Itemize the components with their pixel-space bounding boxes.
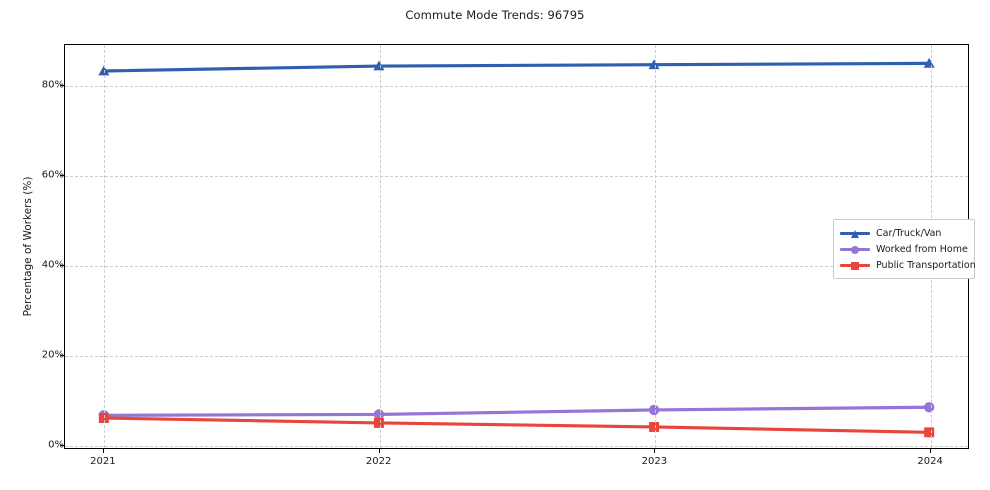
legend-marker-circle-icon <box>851 245 859 254</box>
y-tick-mark <box>60 264 64 266</box>
x-tick-label: 2024 <box>917 456 943 467</box>
y-tick-label: 60% <box>41 169 64 180</box>
x-tick-mark <box>654 449 656 453</box>
legend-label: Public Transportation <box>876 259 976 271</box>
y-tick-label: 40% <box>41 259 64 270</box>
series-lines <box>98 57 935 438</box>
y-tick-mark <box>60 444 64 446</box>
data-point-marker <box>98 65 110 76</box>
gridline-vertical <box>379 45 381 448</box>
data-point-marker <box>923 402 935 413</box>
y-tick-label: 0% <box>48 439 64 450</box>
gridline-vertical <box>655 45 657 448</box>
gridline-horizontal <box>65 445 968 447</box>
legend-item[interactable]: Public Transportation <box>840 257 976 273</box>
series-line <box>102 416 931 434</box>
x-tick-mark <box>102 449 104 453</box>
chart-title: Commute Mode Trends: 96795 <box>405 8 585 22</box>
legend-item[interactable]: Worked from Home <box>840 241 968 257</box>
data-point-marker <box>373 417 384 428</box>
data-point-marker <box>924 427 935 438</box>
gridline-vertical <box>103 45 105 448</box>
x-tick-label: 2021 <box>90 456 116 467</box>
legend-marker-triangle-icon <box>851 229 859 238</box>
chart-legend: Car/Truck/Van Worked from Home Public Tran… <box>833 219 976 279</box>
gridline-horizontal <box>65 85 968 87</box>
y-axis-ticks: 0% 20% 40% 60% 80% <box>0 0 64 490</box>
gridline-horizontal <box>65 265 968 267</box>
legend-swatch <box>840 226 870 240</box>
legend-label: Car/Truck/Van <box>876 227 942 239</box>
series-line <box>102 405 931 417</box>
plot-area <box>64 44 969 449</box>
legend-marker-square-icon <box>851 261 859 270</box>
y-axis-label: Percentage of Workers (%) <box>22 176 34 317</box>
y-axis-label-container: Percentage of Workers (%) <box>8 44 34 449</box>
y-tick-mark <box>60 354 64 356</box>
data-point-marker <box>373 60 385 71</box>
data-point-marker <box>98 413 109 423</box>
x-tick-label: 2022 <box>365 456 392 467</box>
legend-swatch <box>840 242 870 256</box>
y-tick-mark <box>60 84 64 86</box>
data-point-marker <box>648 59 660 70</box>
data-point-marker <box>373 409 385 420</box>
y-tick-label: 20% <box>41 349 64 360</box>
y-tick-mark <box>60 174 64 176</box>
gridline-horizontal <box>65 355 968 357</box>
x-tick-mark <box>378 449 380 453</box>
data-point-marker <box>648 404 660 416</box>
legend-label: Worked from Home <box>876 243 968 255</box>
legend-item[interactable]: Car/Truck/Van <box>840 225 968 241</box>
y-tick-label: 80% <box>41 79 64 90</box>
gridline-horizontal <box>65 175 968 177</box>
legend-swatch <box>840 258 870 272</box>
data-point-marker <box>649 421 660 432</box>
series-line <box>102 61 931 73</box>
x-tick-mark <box>930 449 932 453</box>
x-tick-label: 2023 <box>641 456 668 467</box>
